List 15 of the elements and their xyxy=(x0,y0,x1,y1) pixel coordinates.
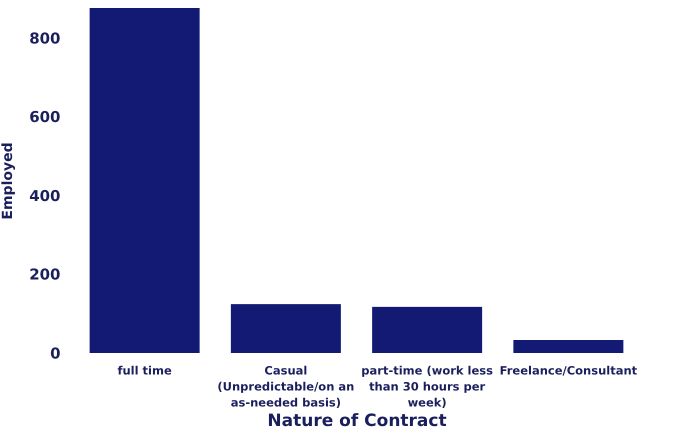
bar xyxy=(90,8,200,353)
x-tick-label: Freelance/Consultant xyxy=(500,364,638,378)
x-tick-label: Casual (Unpredictable/on an as-needed basis) xyxy=(217,364,354,410)
bar xyxy=(513,340,624,353)
bar xyxy=(230,304,341,353)
x-axis-title: Nature of Contract xyxy=(267,411,447,431)
bar xyxy=(372,306,482,353)
y-tick-label: 0 xyxy=(50,344,60,362)
y-tick-label: 400 xyxy=(29,186,60,205)
x-tick-label: part-time (work less than 30 hours per week) xyxy=(361,364,494,410)
y-tick-label: 200 xyxy=(29,266,60,284)
x-tick-label: full time xyxy=(117,364,172,378)
y-tick-label: 800 xyxy=(29,29,60,48)
y-tick-label: 600 xyxy=(29,108,60,126)
y-axis-title: Employed xyxy=(0,142,16,220)
